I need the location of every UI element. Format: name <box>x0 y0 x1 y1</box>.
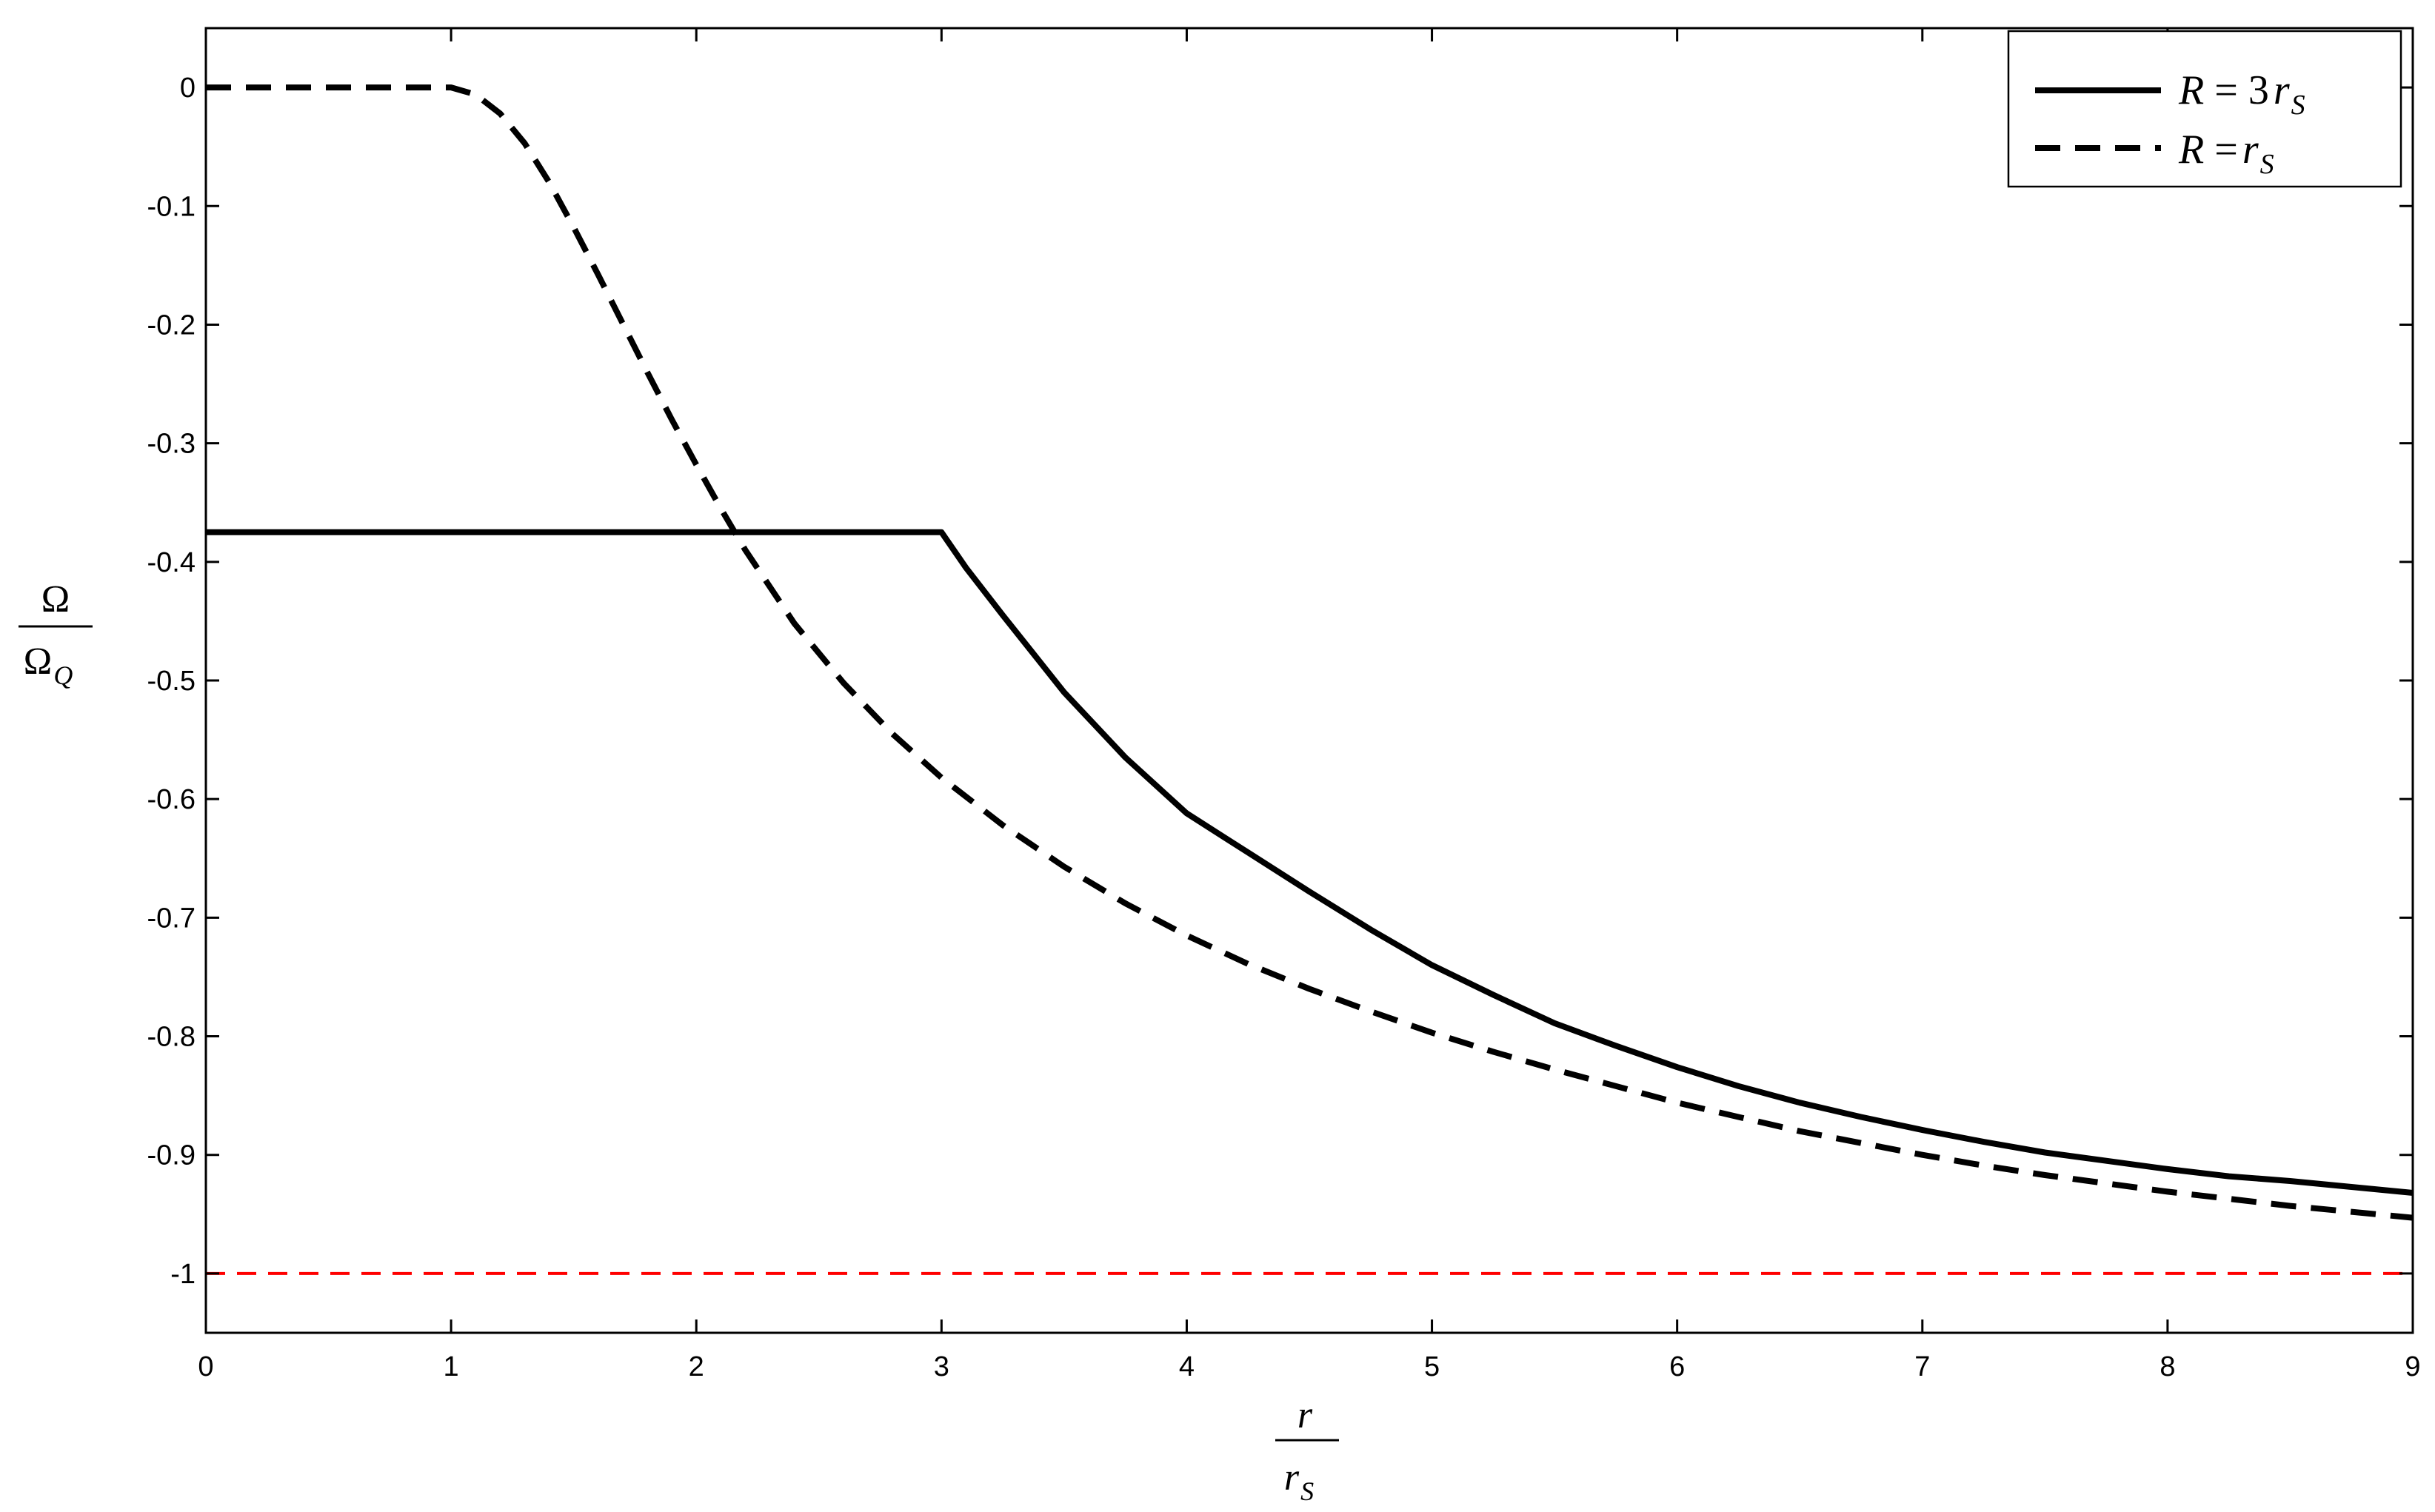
x-tick-label-9: 9 <box>2405 1351 2420 1382</box>
x-tick-label-1: 1 <box>444 1351 459 1382</box>
series-line-0 <box>206 529 2414 1196</box>
x-axis-label-denominator: rS <box>1284 1456 1314 1506</box>
legend-box <box>2007 30 2402 188</box>
y-tick-label-4: -0.4 <box>147 547 196 578</box>
y-tick-label-10: -1 <box>170 1259 196 1290</box>
legend-entry-0: R = 3 rS <box>2178 67 2305 121</box>
y-axis-label-subscript: Q <box>53 660 73 690</box>
y-tick-label-0: 0 <box>180 73 196 104</box>
y-axis-label: Ω ΩQ <box>19 578 93 690</box>
x-tick-label-8: 8 <box>2160 1351 2175 1382</box>
y-tick-label-6: -0.6 <box>147 784 196 815</box>
x-tick-label-7: 7 <box>1914 1351 1930 1382</box>
y-tick-label-2: -0.2 <box>147 310 196 341</box>
series-line-1 <box>206 84 2414 1221</box>
series-layer <box>206 84 2414 1221</box>
y-tick-label-9: -0.9 <box>147 1140 196 1171</box>
y-tick-label-3: -0.3 <box>147 429 196 460</box>
y-tick-label-8: -0.8 <box>147 1022 196 1053</box>
x-tick-label-6: 6 <box>1669 1351 1685 1382</box>
legend-entry-1: R = rS <box>2178 127 2274 180</box>
y-tick-label-5: -0.5 <box>147 666 196 697</box>
legend: R = 3 rS R = rS <box>2007 30 2402 188</box>
x-tick-label-5: 5 <box>1424 1351 1440 1382</box>
x-axis-label: r rS <box>1275 1394 1339 1506</box>
y-tick-label-1: -0.1 <box>147 191 196 222</box>
x-axis-label-subscript: S <box>1300 1476 1314 1506</box>
x-tick-label-0: 0 <box>198 1351 213 1382</box>
plot-area-frame <box>204 27 2414 1334</box>
ticks-layer: 0 1 2 3 4 5 6 7 8 9 0 -0.1 -0.2 -0.3 -0.4 -0.5 -0.6 -0.7 -… <box>147 28 2421 1382</box>
x-tick-label-2: 2 <box>689 1351 704 1382</box>
x-tick-label-4: 4 <box>1179 1351 1195 1382</box>
y-tick-label-7: -0.7 <box>147 903 196 934</box>
x-tick-label-3: 3 <box>934 1351 949 1382</box>
y-axis-label-numerator: Ω <box>41 578 70 620</box>
y-axis-label-denominator: ΩQ <box>24 640 73 690</box>
x-axis-label-numerator: r <box>1297 1394 1313 1436</box>
